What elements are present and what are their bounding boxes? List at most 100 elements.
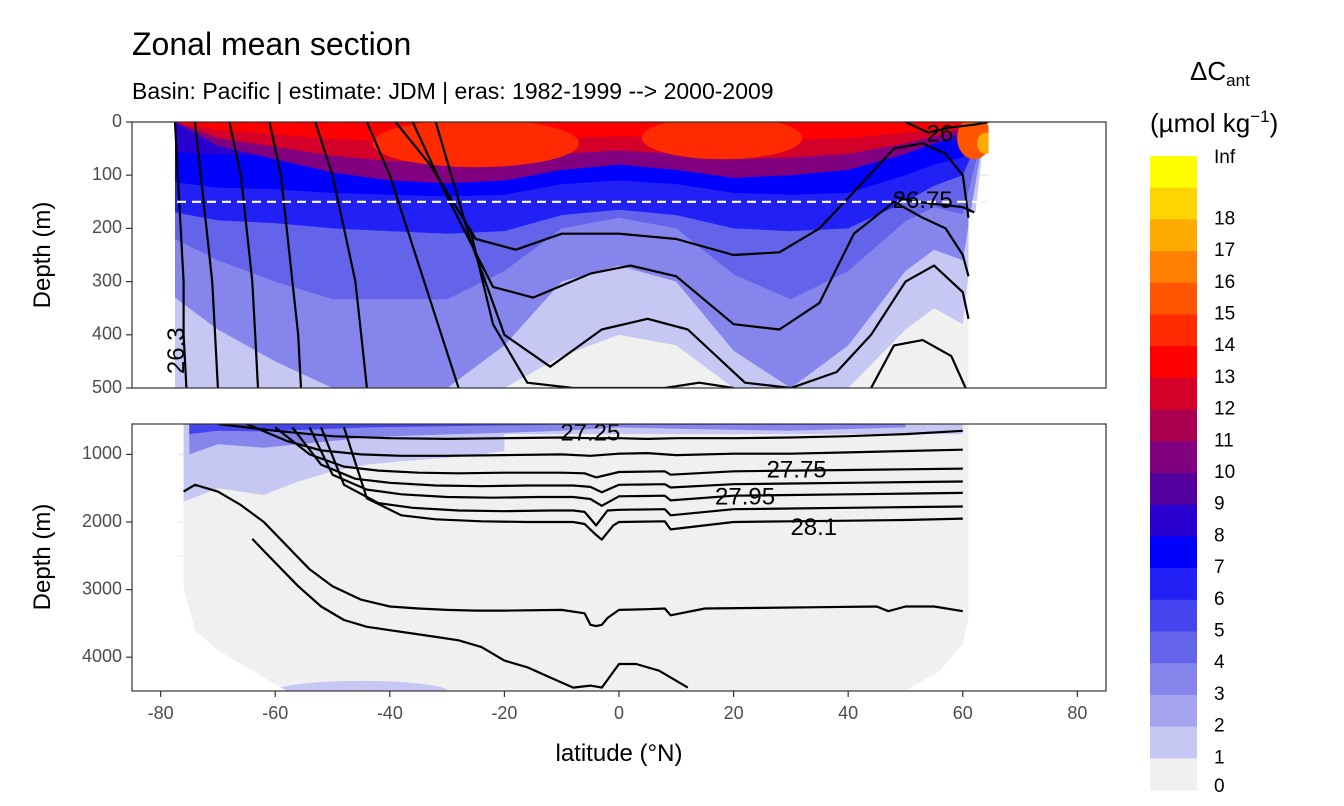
legend-swatch — [1150, 156, 1197, 189]
isopycnal-contour — [274, 426, 963, 479]
isopycnal-contour — [434, 122, 970, 388]
legend-label: 7 — [1214, 557, 1225, 578]
y-tick-label: 200 — [92, 217, 122, 237]
legend-swatch — [1150, 758, 1197, 791]
isopycnal-contour — [905, 122, 989, 134]
isopycnal-contour — [246, 424, 963, 457]
legend-label: 6 — [1214, 589, 1225, 610]
x-axis-ticks: -80 -60 -40 -20 0 20 40 60 80 — [148, 691, 1087, 723]
isopycnal-contour — [320, 426, 963, 527]
upper-panel: 26 26.75 26.3 0 100 200 300 400 500 — [92, 111, 1107, 397]
x-tick-label: 60 — [953, 703, 973, 723]
y-tick-label: 300 — [92, 270, 122, 290]
no-data-mask — [174, 424, 1106, 691]
field-band — [189, 424, 906, 435]
x-tick-label: -20 — [491, 703, 517, 723]
x-tick-label: 20 — [724, 703, 744, 723]
legend-title: ΔCant — [1190, 56, 1250, 90]
legend-swatch — [1150, 694, 1197, 728]
isopycnal-contour — [173, 122, 188, 388]
legend-label: 12 — [1214, 399, 1235, 420]
field-band — [275, 680, 448, 691]
isopycnal-contour — [183, 483, 963, 628]
isopycnal-contour — [291, 426, 963, 494]
contour-label: 28.1 — [790, 514, 837, 541]
contour-label: 26.3 — [163, 327, 190, 374]
contour-label: 26.75 — [893, 187, 953, 214]
upper-y-ticks: 0 100 200 300 400 500 — [92, 111, 132, 397]
isopycnal-contour — [217, 424, 963, 440]
isopycnal-contour — [251, 538, 689, 689]
field-maximum — [372, 122, 579, 168]
contour-label: 26 — [926, 121, 953, 148]
chart-subtitle: Basin: Pacific | estimate: JDM | eras: 1… — [132, 78, 774, 104]
legend-label: 11 — [1214, 430, 1234, 451]
legend-swatches — [1150, 156, 1197, 791]
upper-contour-labels: 26 26.75 26.3 — [163, 121, 953, 374]
legend-label: 14 — [1214, 335, 1236, 356]
legend-label: 1 — [1214, 747, 1225, 768]
no-data-mask — [132, 122, 175, 388]
isopycnal-contour — [394, 122, 970, 257]
y-tick-label: 100 — [92, 164, 122, 184]
legend-label: 15 — [1214, 304, 1235, 325]
legend-swatch — [1150, 282, 1197, 315]
legend-label: 9 — [1214, 494, 1225, 515]
legend-swatch — [1150, 631, 1197, 664]
upper-field — [132, 122, 1106, 388]
y-axis-title-lower: Depth (m) — [29, 504, 56, 611]
legend-swatch — [1150, 314, 1197, 347]
isopycnal-contour — [365, 122, 460, 388]
y-tick-label: 4000 — [82, 646, 122, 666]
x-axis-title: latitude (°N) — [556, 740, 683, 767]
isopycnal-contour — [468, 228, 734, 388]
upper-panel-border — [131, 121, 1107, 389]
legend-units: (µmol kg−1) — [1150, 107, 1278, 138]
isopycnal-contour — [314, 122, 368, 388]
legend-units-prefix: (µmol kg — [1150, 108, 1250, 138]
y-tick-label: 2000 — [82, 511, 122, 531]
y-tick-label: 3000 — [82, 578, 122, 598]
field-band — [183, 424, 963, 502]
isopycnal-contour — [308, 426, 963, 507]
legend-swatch — [1150, 251, 1197, 284]
y-tick-label: 0 — [112, 111, 122, 131]
x-tick-label: 0 — [614, 703, 624, 723]
field-maximum — [641, 122, 803, 160]
legend-swatch — [1150, 599, 1197, 632]
legend-swatch — [1150, 473, 1197, 506]
legend-swatch — [1150, 536, 1197, 569]
legend-swatch — [1150, 568, 1197, 601]
y-tick-label: 400 — [92, 324, 122, 344]
legend-swatch — [1150, 726, 1197, 759]
y-axis-title-upper: Depth (m) — [29, 202, 56, 309]
no-data-mask — [988, 122, 1106, 388]
legend-label: 8 — [1214, 525, 1225, 546]
y-tick-label: 1000 — [82, 443, 122, 463]
legend-label: 2 — [1214, 716, 1225, 737]
isopycnal-contour — [228, 122, 260, 388]
isopycnal-contour — [342, 427, 963, 541]
isopycnal-contour — [411, 122, 970, 331]
legend-label: 16 — [1214, 272, 1235, 293]
legend-label: 5 — [1214, 621, 1225, 642]
legend-label: 4 — [1214, 652, 1225, 673]
lower-y-ticks: 1000 2000 3000 4000 — [82, 443, 132, 666]
legend-swatch — [1150, 441, 1197, 474]
legend-label: 17 — [1214, 240, 1235, 261]
legend-swatch — [1150, 409, 1197, 442]
legend-label: Inf — [1214, 147, 1236, 168]
legend-units-suffix: ) — [1270, 108, 1279, 138]
legend-title-sub: ant — [1226, 71, 1250, 90]
isopycnal-contour — [893, 195, 975, 214]
legend-swatch — [1150, 377, 1197, 411]
x-tick-label: -80 — [148, 703, 174, 723]
legend-label: 13 — [1214, 367, 1235, 388]
contour-label: 27.75 — [767, 457, 827, 484]
isopycnal-contour — [193, 122, 219, 388]
legend-units-sup: −1 — [1250, 107, 1269, 126]
legend-label: 18 — [1214, 208, 1235, 229]
